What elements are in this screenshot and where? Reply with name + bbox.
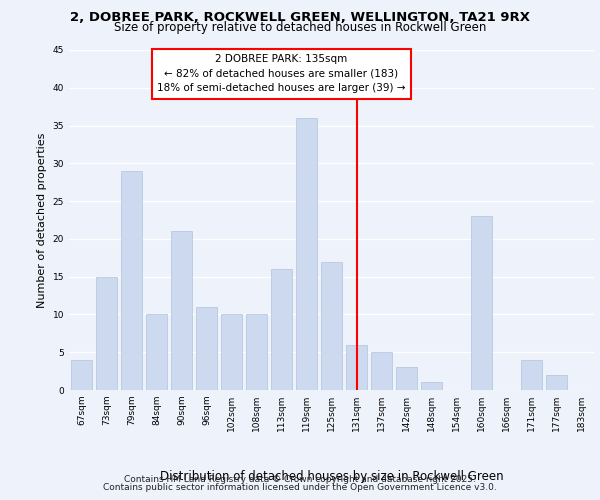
Bar (521, 360, 542, 390)
Bar (71, 360, 92, 390)
Bar (471, 216, 492, 390)
X-axis label: Distribution of detached houses by size in Rockwell Green: Distribution of detached houses by size … (160, 470, 503, 483)
Text: Contains HM Land Registry data © Crown copyright and database right 2025.: Contains HM Land Registry data © Crown c… (124, 475, 476, 484)
Text: Contains public sector information licensed under the Open Government Licence v3: Contains public sector information licen… (103, 483, 497, 492)
Bar (421, 382, 442, 390)
Bar (321, 262, 342, 390)
Bar (546, 375, 567, 390)
Bar (346, 344, 367, 390)
Bar (396, 368, 417, 390)
Bar (296, 118, 317, 390)
Bar (271, 269, 292, 390)
Bar (246, 314, 267, 390)
Bar (371, 352, 392, 390)
Y-axis label: Number of detached properties: Number of detached properties (37, 132, 47, 308)
Bar (146, 314, 167, 390)
Text: Size of property relative to detached houses in Rockwell Green: Size of property relative to detached ho… (114, 22, 486, 35)
Bar (96, 276, 117, 390)
Text: 2, DOBREE PARK, ROCKWELL GREEN, WELLINGTON, TA21 9RX: 2, DOBREE PARK, ROCKWELL GREEN, WELLINGT… (70, 11, 530, 24)
Text: 2 DOBREE PARK: 135sqm
← 82% of detached houses are smaller (183)
18% of semi-det: 2 DOBREE PARK: 135sqm ← 82% of detached … (157, 54, 406, 94)
Bar (121, 171, 142, 390)
Bar (171, 232, 192, 390)
Bar (221, 314, 242, 390)
Bar (196, 307, 217, 390)
